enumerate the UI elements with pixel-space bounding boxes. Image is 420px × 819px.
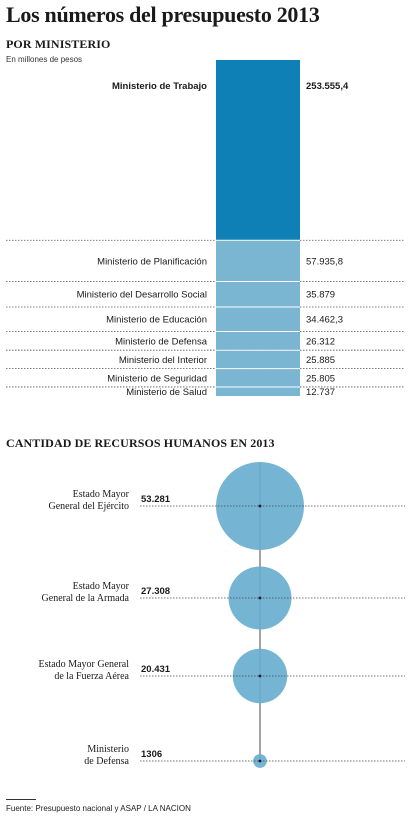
bubble-category-label: de la Fuerza Aérea xyxy=(54,671,129,682)
bar-category-label: Ministerio de Trabajo xyxy=(112,81,207,92)
bubble-value-label: 53.281 xyxy=(141,494,171,505)
bubble-category-label: Estado Mayor General xyxy=(38,659,129,670)
source-note: Fuente: Presupuesto nacional y ASAP / LA… xyxy=(6,804,191,813)
budget-section-title: POR MINISTERIO xyxy=(6,37,111,51)
bar-category-label: Ministerio del Desarrollo Social xyxy=(77,290,207,301)
bar-category-label: Ministerio del Interior xyxy=(119,355,207,366)
bar-value-label: 25.805 xyxy=(306,373,335,384)
bubble-value-label: 27.308 xyxy=(141,586,170,597)
bubble-category-label: General de la Armada xyxy=(42,593,130,604)
bar-value-label: 25.885 xyxy=(306,355,335,366)
bar-category-label: Ministerio de Planificación xyxy=(97,256,207,267)
bar-category-label: Ministerio de Seguridad xyxy=(107,373,207,384)
bubble-category-label: Ministerio xyxy=(87,744,129,755)
hr-section-title: CANTIDAD DE RECURSOS HUMANOS EN 2013 xyxy=(6,436,275,450)
bar-value-label: 34.462,3 xyxy=(306,315,343,326)
bar-value-label: 35.879 xyxy=(306,290,335,301)
bubble-center-dot xyxy=(258,674,262,678)
bubble-value-label: 1306 xyxy=(141,749,162,760)
bar-segment xyxy=(216,240,300,282)
bar-value-label: 57.935,8 xyxy=(306,256,343,267)
budget-subtitle: En millones de pesos xyxy=(6,55,83,64)
bubble-value-label: 20.431 xyxy=(141,664,171,675)
bar-value-label: 26.312 xyxy=(306,336,335,347)
bubble-center-dot xyxy=(258,504,262,508)
bar-category-label: Ministerio de Educación xyxy=(106,315,207,326)
bubble-category-label: General del Ejército xyxy=(48,501,129,512)
bubble-center-dot xyxy=(258,596,262,600)
page-title: Los números del presupuesto 2013 xyxy=(6,2,320,27)
bar-category-label: Ministerio de Salud xyxy=(126,387,207,398)
bar-segment xyxy=(216,368,300,387)
bar-segment xyxy=(216,281,300,307)
bubble-category-label: de Defensa xyxy=(84,756,129,767)
bubble-center-dot xyxy=(258,759,262,763)
bar-segment xyxy=(216,306,300,332)
bubble-category-label: Estado Mayor xyxy=(73,581,130,592)
bubble-category-label: Estado Mayor xyxy=(73,489,130,500)
bar-segment xyxy=(216,331,300,351)
bar-value-label: 12.737 xyxy=(306,387,335,398)
bar-value-label: 253.555,4 xyxy=(306,81,349,92)
bar-segment xyxy=(216,350,300,369)
source-divider xyxy=(6,799,36,800)
bar-segment xyxy=(216,60,300,241)
bar-segment xyxy=(216,386,300,396)
bar-category-label: Ministerio de Defensa xyxy=(115,336,208,347)
